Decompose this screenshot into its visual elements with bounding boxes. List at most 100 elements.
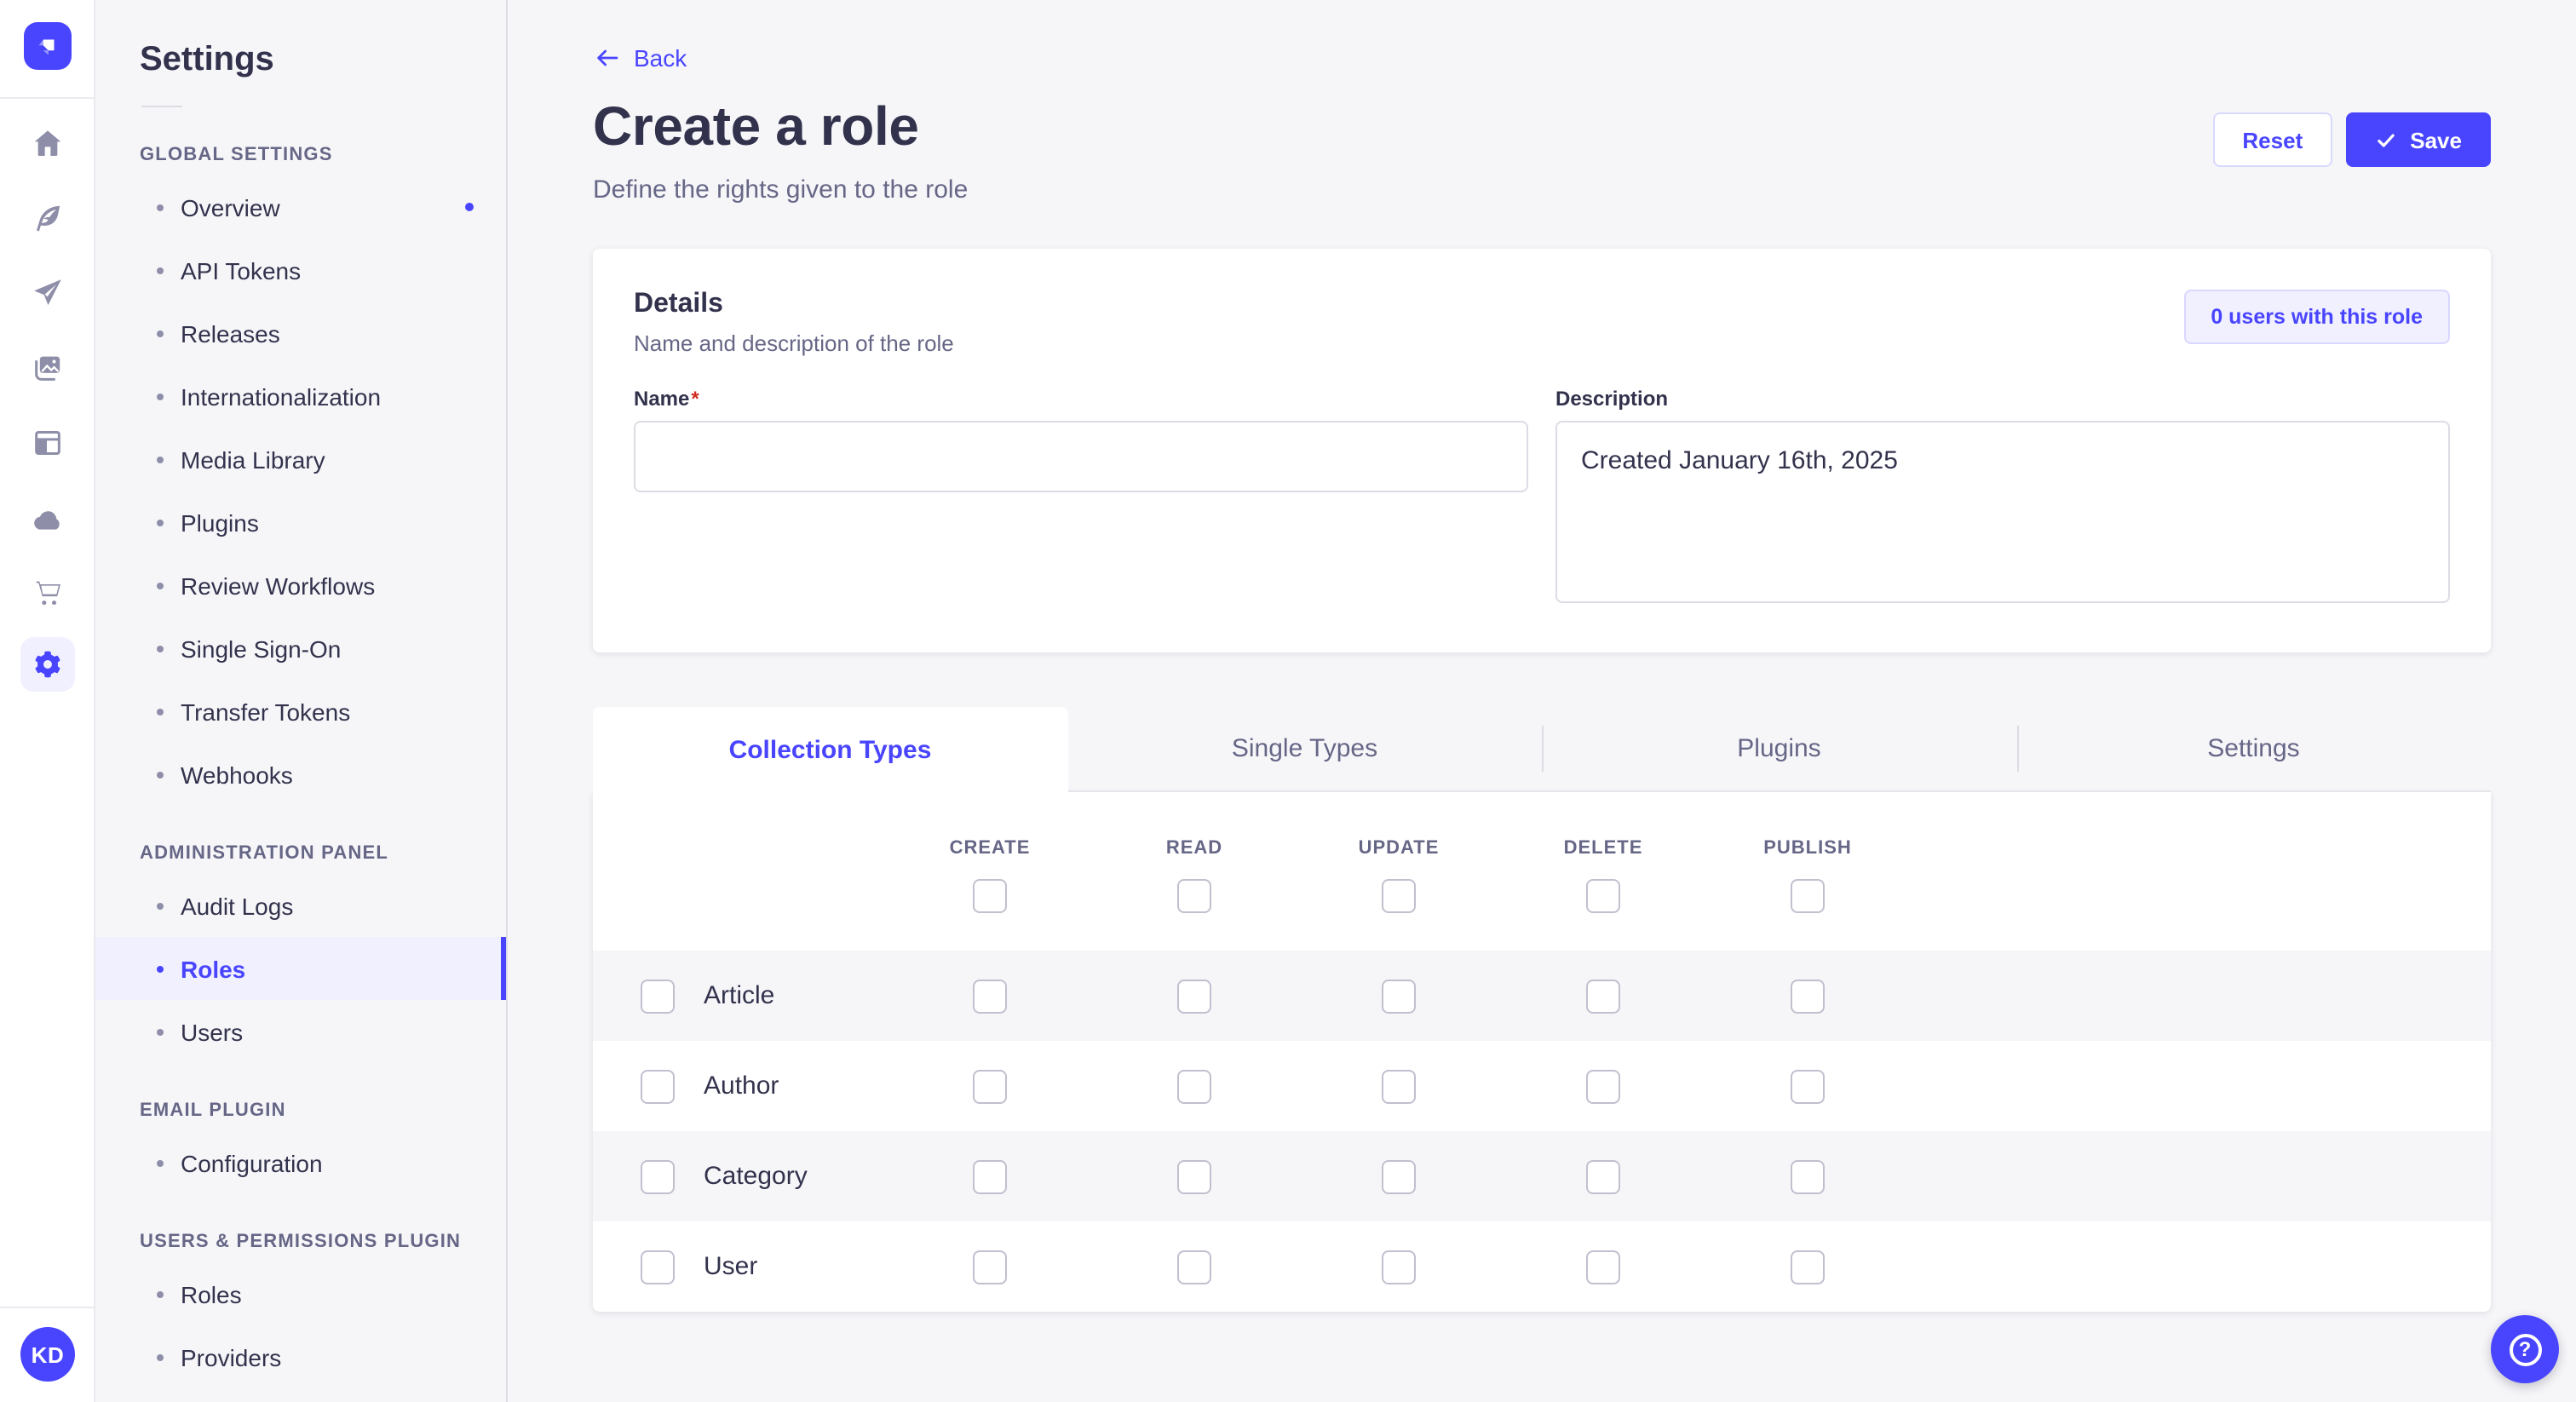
- help-button[interactable]: ?: [2491, 1315, 2559, 1383]
- sidebar-item-label: Single Sign-On: [181, 635, 342, 662]
- author-read-checkbox[interactable]: [1177, 1069, 1211, 1103]
- sidebar-item-label: Internationalization: [181, 382, 382, 410]
- author-create-checkbox[interactable]: [973, 1069, 1007, 1103]
- question-mark-icon: ?: [2509, 1333, 2541, 1365]
- sidebar-item-audit-logs[interactable]: Audit Logs: [95, 874, 506, 937]
- sidebar-item-media-library[interactable]: Media Library: [95, 428, 506, 491]
- sidebar-item-releases[interactable]: Releases: [95, 302, 506, 365]
- details-subtitle: Name and description of the role: [634, 330, 954, 356]
- sidebar-item-plugins[interactable]: Plugins: [95, 491, 506, 554]
- sidebar-section-label: ADMINISTRATION PANEL: [140, 843, 389, 864]
- tab-single-types[interactable]: Single Types: [1231, 734, 1378, 763]
- sidebar-item-label: Roles: [181, 955, 246, 982]
- description-textarea[interactable]: [1555, 421, 2450, 603]
- send-icon[interactable]: [31, 276, 65, 310]
- user-read-checkbox[interactable]: [1177, 1250, 1211, 1284]
- layout-icon[interactable]: [31, 426, 65, 460]
- select-all-publish-checkbox[interactable]: [1791, 879, 1825, 913]
- avatar[interactable]: KD: [20, 1327, 75, 1382]
- tab-plugins[interactable]: Plugins: [1542, 707, 2016, 790]
- sidebar-item-roles[interactable]: Roles: [95, 937, 506, 1000]
- sidebar-item-label: Roles: [181, 1280, 242, 1307]
- author-update-checkbox[interactable]: [1382, 1069, 1416, 1103]
- row-label: User: [704, 1252, 758, 1281]
- article-publish-checkbox[interactable]: [1791, 979, 1825, 1013]
- sidebar-item-configuration[interactable]: Configuration: [95, 1131, 506, 1194]
- category-create-checkbox[interactable]: [973, 1159, 1007, 1193]
- bullet-icon: [157, 393, 164, 399]
- row-head: Author: [593, 1069, 888, 1103]
- required-asterisk: *: [691, 387, 699, 411]
- home-icon[interactable]: [31, 126, 65, 160]
- article-update-checkbox[interactable]: [1382, 979, 1416, 1013]
- author-delete-checkbox[interactable]: [1586, 1069, 1620, 1103]
- user-create-checkbox[interactable]: [973, 1250, 1007, 1284]
- category-publish-checkbox[interactable]: [1791, 1159, 1825, 1193]
- sidebar-item-providers[interactable]: Providers: [95, 1325, 506, 1388]
- category-delete-checkbox[interactable]: [1586, 1159, 1620, 1193]
- sidebar-item-webhooks[interactable]: Webhooks: [95, 743, 506, 806]
- reset-button[interactable]: Reset: [2213, 112, 2332, 167]
- user-update-checkbox[interactable]: [1382, 1250, 1416, 1284]
- row-category-checkbox[interactable]: [641, 1159, 675, 1193]
- feather-icon[interactable]: [31, 201, 65, 235]
- category-update-checkbox[interactable]: [1382, 1159, 1416, 1193]
- bullet-icon: [157, 965, 164, 972]
- users-with-role-button[interactable]: 0 users with this role: [2183, 290, 2450, 344]
- sidebar-item-users[interactable]: Users: [95, 1000, 506, 1063]
- article-create-checkbox[interactable]: [973, 979, 1007, 1013]
- row-head: User: [593, 1250, 888, 1284]
- sidebar-item-roles[interactable]: Roles: [95, 1262, 506, 1325]
- row-author-checkbox[interactable]: [641, 1069, 675, 1103]
- back-link[interactable]: Back: [593, 44, 687, 72]
- article-read-checkbox[interactable]: [1177, 979, 1211, 1013]
- select-all-create-checkbox[interactable]: [973, 879, 1007, 913]
- permissions-card: Collection Types Single Types Plugins Setti…: [593, 707, 2491, 1312]
- column-header-create: Create: [949, 838, 1031, 859]
- images-icon[interactable]: [31, 351, 65, 385]
- select-all-update-checkbox[interactable]: [1382, 879, 1416, 913]
- checkbox-cell: [888, 979, 1092, 1013]
- column-header-update: Update: [1358, 838, 1440, 859]
- article-delete-checkbox[interactable]: [1586, 979, 1620, 1013]
- author-publish-checkbox[interactable]: [1791, 1069, 1825, 1103]
- checkbox-cell: [1297, 1069, 1501, 1103]
- row-user-checkbox[interactable]: [641, 1250, 675, 1284]
- sidebar-item-label: Transfer Tokens: [181, 698, 351, 725]
- category-read-checkbox[interactable]: [1177, 1159, 1211, 1193]
- strapi-logo[interactable]: [24, 22, 72, 70]
- checkbox-cell: [888, 1250, 1092, 1284]
- checkbox-cell: [1092, 1069, 1297, 1103]
- gear-icon[interactable]: [20, 637, 75, 692]
- row-article-checkbox[interactable]: [641, 979, 675, 1013]
- table-row-category: Category: [593, 1131, 2491, 1221]
- bullet-icon: [157, 582, 164, 589]
- tab-collection-types[interactable]: Collection Types: [593, 707, 1067, 792]
- row-label: Author: [704, 1072, 779, 1100]
- sidebar-title-divider: [141, 106, 182, 107]
- sidebar-item-review-workflows[interactable]: Review Workflows: [95, 554, 506, 617]
- rail-divider: [0, 97, 95, 99]
- sidebar-item-api-tokens[interactable]: API Tokens: [95, 238, 506, 302]
- tab-settings[interactable]: Settings: [2016, 707, 2491, 790]
- sidebar-item-single-sign-on[interactable]: Single Sign-On: [95, 617, 506, 680]
- description-label: Description: [1555, 387, 1669, 411]
- checkbox-cell: [1501, 1159, 1705, 1193]
- checkbox-cell: [1092, 1159, 1297, 1193]
- sidebar-item-overview[interactable]: Overview: [95, 175, 506, 238]
- user-delete-checkbox[interactable]: [1586, 1250, 1620, 1284]
- permissions-tabs: Collection Types Single Types Plugins Setti…: [593, 707, 2491, 792]
- select-all-read-checkbox[interactable]: [1177, 879, 1211, 913]
- name-input[interactable]: [634, 421, 1528, 492]
- user-publish-checkbox[interactable]: [1791, 1250, 1825, 1284]
- cart-icon[interactable]: [31, 576, 65, 610]
- cloud-icon[interactable]: [31, 503, 65, 537]
- checkbox-cell: [1705, 979, 1910, 1013]
- checkbox-cell: [1501, 1250, 1705, 1284]
- sidebar-item-transfer-tokens[interactable]: Transfer Tokens: [95, 680, 506, 743]
- select-all-delete-checkbox[interactable]: [1586, 879, 1620, 913]
- sidebar-item-internationalization[interactable]: Internationalization: [95, 365, 506, 428]
- sidebar-section-label: USERS & PERMISSIONS PLUGIN: [140, 1232, 462, 1252]
- save-button[interactable]: Save: [2345, 112, 2491, 167]
- settings-sidebar: Settings GLOBAL SETTINGS Overview API Toke…: [95, 0, 508, 1402]
